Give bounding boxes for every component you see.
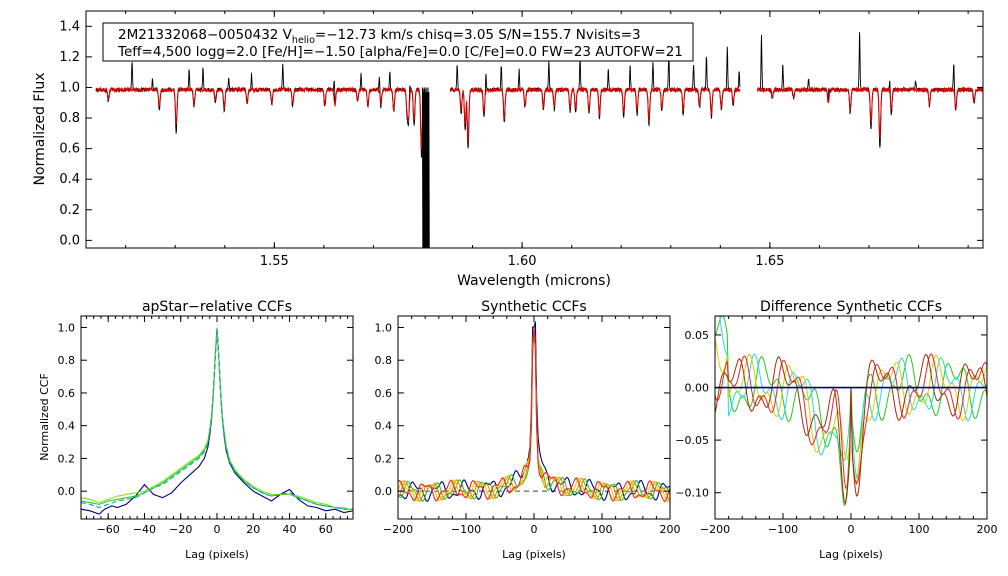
apstar-ccf-y-axis-label: Normalized CCF — [38, 373, 51, 461]
stellar-parameters-box — [102, 22, 694, 62]
apstar-ccf-series-layer — [80, 327, 354, 515]
difference-ccf-title: Difference Synthetic CCFs — [760, 299, 942, 315]
x-tick-label: −20 — [169, 523, 192, 536]
model-spectrum-chip-2 — [449, 86, 741, 142]
x-tick-label: 0 — [531, 523, 538, 536]
model-spectrum-chip-3 — [757, 86, 983, 139]
info-line-2: Teff=4,500 logg=2.0 [Fe/H]=−1.50 [alpha/… — [117, 44, 683, 60]
x-tick-label: 200 — [660, 523, 681, 536]
synthetic-ccf-series-layer — [397, 321, 671, 503]
info-line-1-values: =−12.73 km/s chisq=3.05 S/N=155.7 Nvisit… — [315, 27, 641, 43]
y-tick-label: 0.00 — [685, 382, 710, 395]
apstar-ccf-line-1 — [80, 329, 354, 515]
x-tick-label: 100 — [592, 523, 613, 536]
y-tick-label: 1.0 — [59, 80, 80, 95]
synthetic-ccf-line-4 — [397, 327, 671, 503]
observed-spectrum-chip-3 — [757, 32, 983, 148]
observed-spectrum-chip-2 — [450, 46, 741, 149]
x-tick-label: 0 — [848, 523, 855, 536]
apstar-ccf-line-2 — [80, 329, 353, 510]
synthetic-ccf-line-1 — [397, 321, 671, 502]
y-tick-label: 0.8 — [59, 111, 80, 126]
observed-spectrum-chip-1 — [95, 62, 426, 158]
x-tick-label: 1.55 — [260, 254, 289, 269]
y-tick-label: −0.10 — [675, 487, 709, 500]
difference-ccf-plot-frame — [714, 315, 988, 520]
y-tick-label: 0.2 — [58, 452, 76, 465]
y-tick-label: 1.0 — [58, 321, 76, 334]
synthetic-ccf-line-5 — [397, 327, 671, 503]
y-tick-label: 1.2 — [59, 50, 80, 65]
spectrum-series-layer — [95, 32, 983, 248]
synthetic-ccf-ticks: −200 −100 0 100 200 0.0 0.2 0.4 0.6 0.8 1.0 — [375, 316, 681, 536]
apstar-ccf-line-3 — [80, 327, 354, 512]
difference-ccf-ticks: −200 −100 0 100 200 0.05 0.00 −0.05 −0.10 — [675, 316, 998, 536]
apstar-ccf-line-4 — [80, 329, 353, 510]
y-tick-label: 0.4 — [58, 420, 76, 433]
info-line-1-subscript: helio — [292, 35, 315, 46]
observed-spectrum-gap-edge — [421, 87, 430, 248]
x-tick-label: 20 — [246, 523, 260, 536]
x-tick-label: 1.60 — [508, 254, 537, 269]
spectrum-x-axis-label: Wavelength (microns) — [457, 273, 611, 289]
x-tick-label: 0 — [214, 523, 221, 536]
spectrum-ticks: 1.55 1.60 1.65 0.0 0.2 0.4 0.6 0.8 1.0 1.2 1.4 — [59, 11, 983, 269]
apstar-ccf-plot-frame — [80, 315, 354, 520]
synthetic-ccf-x-axis-label: Lag (pixels) — [502, 548, 566, 561]
x-tick-label: −100 — [768, 523, 798, 536]
synthetic-ccf-line-3 — [397, 327, 671, 503]
x-tick-label: −200 — [383, 523, 413, 536]
x-tick-label: −200 — [700, 523, 730, 536]
y-tick-label: 0.8 — [375, 354, 393, 367]
y-tick-label: −0.05 — [675, 434, 709, 447]
difference-ccf-line-5 — [715, 353, 987, 505]
apstar-ccf-panel: −60 −40 −20 0 20 40 60 0.0 0.2 0.4 0.6 0.8 1.0 apSta… — [38, 299, 354, 561]
difference-ccf-series-layer — [715, 316, 987, 507]
y-tick-label: 0.2 — [59, 203, 80, 218]
synthetic-ccf-line-2 — [397, 327, 671, 503]
x-tick-label: −60 — [97, 523, 120, 536]
x-tick-label: −40 — [133, 523, 156, 536]
y-tick-label: 0.6 — [375, 387, 393, 400]
x-tick-label: −100 — [451, 523, 481, 536]
difference-ccf-panel: −200 −100 0 100 200 0.05 0.00 −0.05 −0.10 Differ… — [675, 299, 997, 561]
y-tick-label: 1.4 — [59, 19, 80, 34]
spectrum-panel: 1.55 1.60 1.65 0.0 0.2 0.4 0.6 0.8 1.0 1.2 1.4 Wav… — [32, 10, 984, 289]
y-tick-label: 0.6 — [58, 387, 76, 400]
model-spectrum-chip-1 — [95, 86, 426, 150]
y-tick-label: 0.05 — [685, 329, 710, 342]
y-tick-label: 0.0 — [375, 485, 393, 498]
x-tick-label: 40 — [283, 523, 297, 536]
y-tick-label: 0.8 — [58, 354, 76, 367]
y-tick-label: 0.4 — [59, 172, 80, 187]
y-tick-label: 0.6 — [59, 142, 80, 157]
y-tick-label: 0.0 — [59, 233, 80, 248]
difference-ccf-x-axis-label: Lag (pixels) — [819, 548, 883, 561]
spectrum-plot-frame — [85, 10, 984, 249]
apstar-ccf-ticks: −60 −40 −20 0 20 40 60 0.0 0.2 0.4 0.6 0.8 1.0 — [58, 316, 353, 536]
spectrum-y-axis-label: Normalized Flux — [32, 73, 48, 186]
y-tick-label: 0.2 — [375, 452, 393, 465]
y-tick-label: 0.4 — [375, 420, 393, 433]
apstar-ccf-x-axis-label: Lag (pixels) — [185, 548, 249, 561]
x-tick-label: 100 — [909, 523, 930, 536]
info-line-1: 2M21332068−0050432 Vhelio=−12.73 km/s ch… — [118, 27, 641, 46]
x-tick-label: 60 — [319, 523, 333, 536]
x-tick-label: 1.65 — [755, 254, 784, 269]
x-tick-label: 200 — [977, 523, 998, 536]
synthetic-ccf-panel: −200 −100 0 100 200 0.0 0.2 0.4 0.6 0.8 1.0 Synthe… — [375, 299, 681, 561]
y-tick-label: 0.0 — [58, 485, 76, 498]
apstar-ccf-title: apStar−relative CCFs — [142, 299, 292, 315]
y-tick-label: 1.0 — [375, 321, 393, 334]
info-line-1-star-id: 2M21332068−0050432 V — [118, 27, 293, 43]
synthetic-ccf-title: Synthetic CCFs — [481, 299, 586, 315]
